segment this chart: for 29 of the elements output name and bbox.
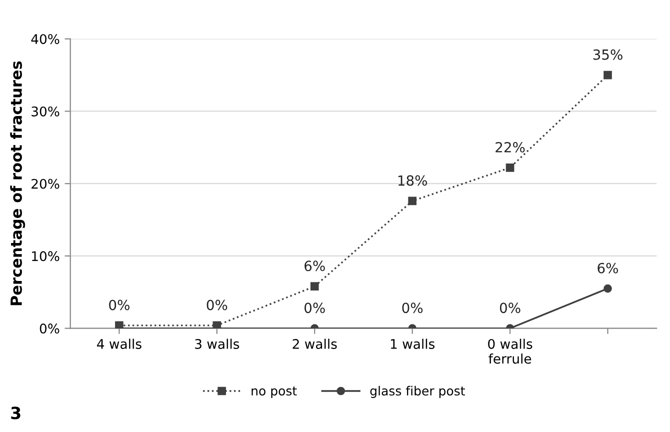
x-tick-label: 3 walls xyxy=(195,338,240,349)
legend-label: no post xyxy=(252,386,297,398)
data-label: 0% xyxy=(500,302,520,314)
data-label: 6% xyxy=(598,262,618,274)
text: 3 xyxy=(11,406,20,420)
data-label: 35% xyxy=(593,49,622,60)
y-tick-label: 40% xyxy=(31,34,60,44)
y-axis-title: Percentage of root fractures xyxy=(10,61,26,306)
y-tick-label: 0% xyxy=(40,324,60,334)
data-label: 22% xyxy=(496,142,525,152)
data-label: 0% xyxy=(304,302,325,314)
data-label: 6% xyxy=(304,260,325,272)
point xyxy=(604,284,612,293)
legend-label: glass fiber post xyxy=(370,386,465,398)
point xyxy=(604,70,612,80)
y-tick-label: 20% xyxy=(32,178,60,189)
data-label: 0% xyxy=(206,300,228,310)
x-tick-label: 2 walls xyxy=(292,338,337,349)
point xyxy=(506,164,514,172)
point xyxy=(310,282,319,291)
point xyxy=(408,196,416,206)
x-tick-label: 4 walls xyxy=(97,338,142,349)
y-tick-label: 30% xyxy=(32,106,60,116)
x-tick-label: 0 walls ferrule xyxy=(488,338,532,364)
data-label: 18% xyxy=(398,175,427,186)
data-label: 0% xyxy=(109,300,130,310)
data-label: 0% xyxy=(402,302,423,314)
x-tick-label: 1 walls xyxy=(390,338,435,349)
y-tick-label: 10% xyxy=(32,251,60,262)
